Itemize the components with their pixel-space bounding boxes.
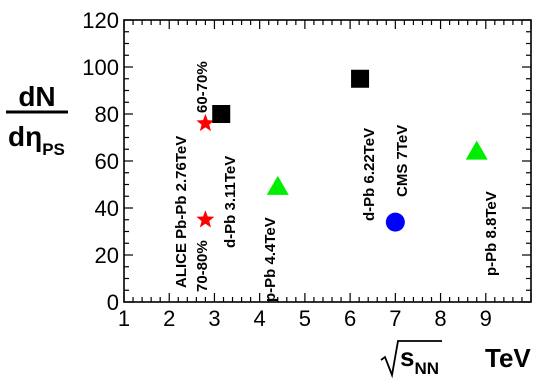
data-marks [196, 69, 488, 232]
x-tick-label: 1 [118, 306, 130, 331]
x-tick-label: 9 [480, 306, 492, 331]
y-tick-label: 0 [107, 290, 119, 315]
annotation-p-pb-8-8: p-Pb 8.8TeV [483, 191, 500, 276]
y-label-denominator-main: dη [8, 121, 42, 152]
y-label-denominator-sub: PS [42, 140, 65, 159]
x-axis-label: sNN TeV [380, 340, 531, 379]
y-tick-label: 20 [95, 243, 119, 268]
y-tick-label: 60 [95, 149, 119, 174]
x-label-unit: TeV [485, 343, 531, 373]
annotation-p-pb-4-4: p-Pb 4.4TeV [262, 217, 279, 302]
x-tick-label: 5 [299, 306, 311, 331]
y-label-denominator: dηPS [8, 121, 65, 159]
annotation-d-pb-3-11: d-Pb 3.11TeV [222, 156, 239, 248]
circle-marker [385, 212, 405, 232]
y-axis-label: dN dηPS [6, 81, 68, 159]
x-tick-label: 8 [434, 306, 446, 331]
y-tick-label: 120 [82, 8, 119, 33]
x-label-sub: NN [414, 359, 439, 378]
y-tick-label: 40 [95, 196, 119, 221]
star-marker [196, 113, 215, 132]
annotation-cms-7: CMS 7TeV [394, 125, 411, 197]
annotation-60-70: 60-70% [194, 61, 211, 113]
axis-ticks [123, 19, 532, 303]
x-label-main: sNN [400, 342, 439, 378]
y-tick-label: 100 [82, 55, 119, 80]
triangle-marker [266, 175, 289, 195]
annotation-alice: ALICE Pb-Pb 2.76TeV [173, 136, 190, 288]
sqrt-sign [380, 340, 442, 379]
x-tick-label: 7 [389, 306, 401, 331]
square-marker [351, 69, 370, 88]
y-tick-label: 80 [95, 102, 119, 127]
annotation-70-80: 70-80% [194, 240, 211, 292]
x-tick-label: 2 [163, 306, 175, 331]
x-label-s: s [400, 342, 414, 372]
square-marker [212, 105, 231, 123]
x-tick-label: 6 [344, 306, 356, 331]
star-marker [196, 210, 215, 228]
triangle-marker [465, 140, 488, 160]
x-tick-label: 3 [208, 306, 220, 331]
annotation-d-pb-6-22: d-Pb 6.22TeV [361, 128, 378, 221]
x-tick-label: 4 [254, 306, 266, 331]
tick-labels: 1 2 3 4 5 6 7 8 9 0 20 40 60 80 100 120 [82, 8, 492, 331]
y-label-numerator: dN [18, 81, 55, 112]
